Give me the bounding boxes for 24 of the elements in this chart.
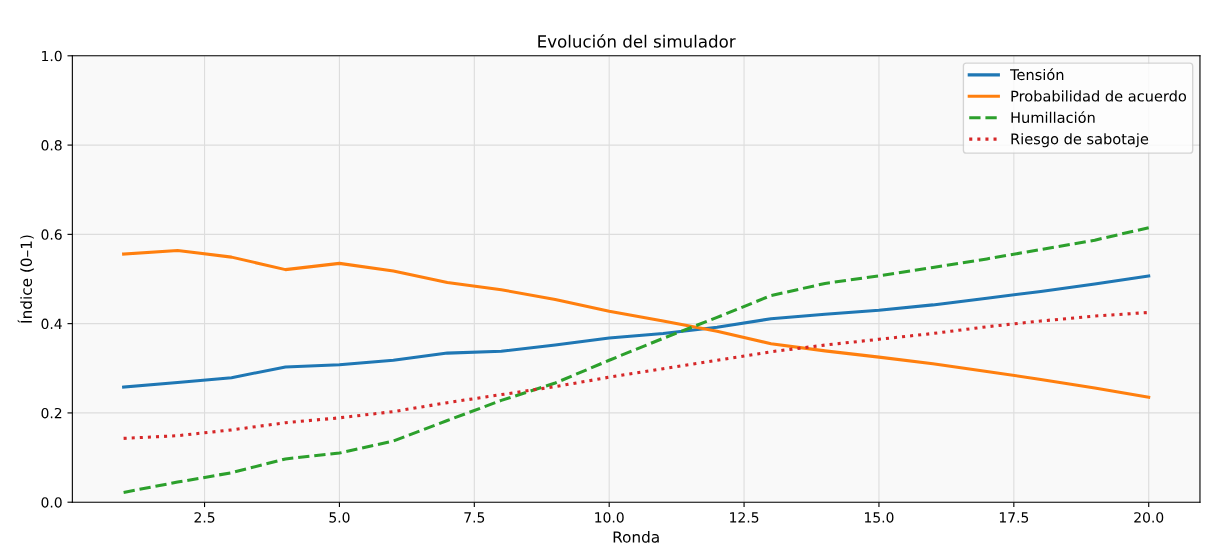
x-tick-label: 2.5 [194, 512, 215, 523]
x-tick-label: 17.5 [999, 512, 1029, 523]
legend-label: Riesgo de sabotaje [1011, 133, 1149, 148]
chart-title: Evolución del simulador [538, 34, 736, 48]
y-axis-title: Índice (0–1) [17, 235, 34, 323]
y-tick-label: 0.4 [41, 318, 62, 330]
y-tick-label: 0.2 [41, 407, 62, 419]
x-tick-label: 5.0 [329, 512, 350, 523]
legend-label: Humillación [1011, 111, 1095, 124]
legend-label: Probabilidad de acuerdo [1011, 90, 1187, 102]
line-series [122, 274, 1151, 389]
line-series [122, 248, 1151, 399]
x-tick-label: 7.5 [464, 512, 485, 523]
x-tick-label: 20.0 [1134, 512, 1164, 523]
legend-label: Tensión [1010, 68, 1064, 81]
y-tick-label: 0.6 [41, 229, 62, 240]
y-tick-label: 0.8 [41, 140, 62, 151]
x-tick-label: 12.5 [730, 512, 759, 523]
y-tick-label: 0.0 [41, 497, 62, 508]
line-series [122, 226, 1151, 494]
x-tick-label: 10.0 [595, 512, 624, 523]
y-tick-label: 1.0 [42, 50, 62, 62]
x-tick-label: 15.0 [865, 512, 894, 523]
x-axis-title: Ronda [613, 530, 659, 543]
